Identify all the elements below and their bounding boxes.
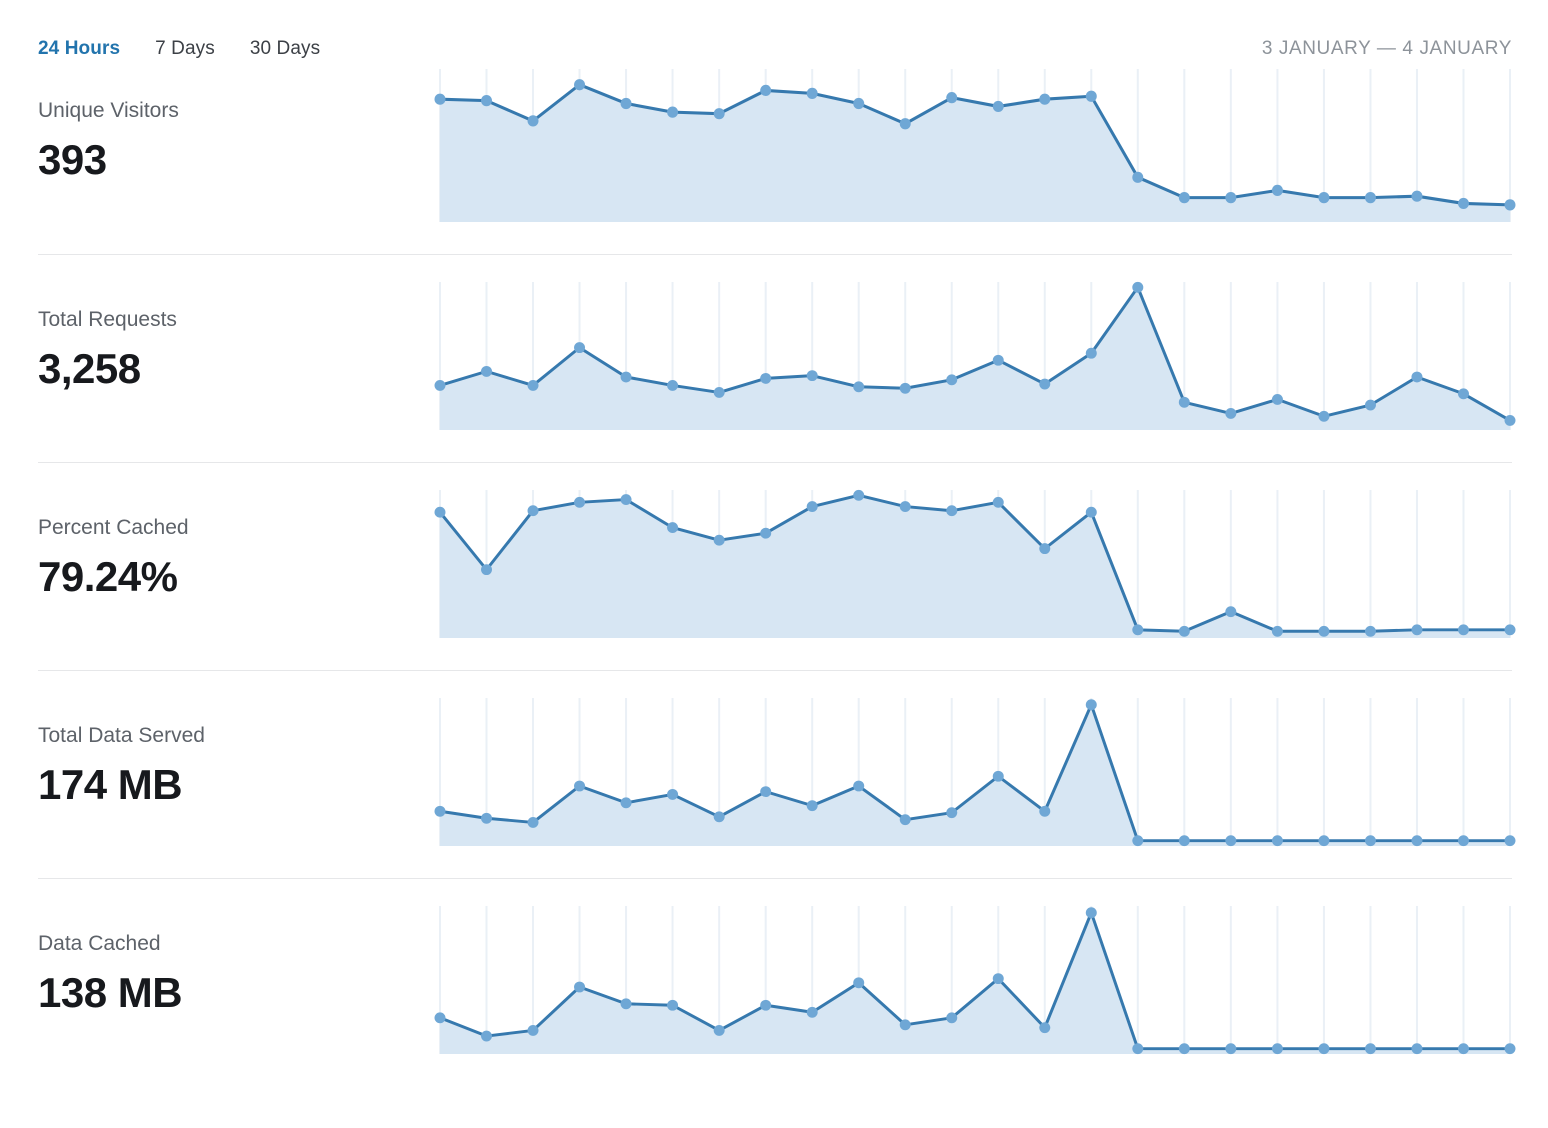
date-range-label: 3 JANUARY — 4 JANUARY	[1261, 38, 1512, 59]
metric-section-total-requests: Total Requests 3,258	[38, 254, 1516, 462]
metric-meta: Total Requests 3,258	[38, 255, 438, 462]
metric-section-unique-visitors: Unique Visitors 393	[38, 54, 1516, 254]
total-requests-sparkline-chart[interactable]	[434, 281, 1516, 430]
metric-value-unique-visitors: 393	[38, 136, 107, 183]
time-range-tabs: 24 Hours 7 Days 30 Days	[38, 38, 320, 60]
metric-label-data-cached: Data Cached	[38, 932, 161, 955]
metric-label-total-requests: Total Requests	[38, 308, 177, 331]
metric-section-percent-cached: Percent Cached 79.24%	[38, 462, 1516, 670]
metric-label-unique-visitors: Unique Visitors	[38, 99, 179, 122]
metric-value-total-data-served: 174 MB	[38, 761, 183, 808]
metric-value-data-cached: 138 MB	[38, 969, 183, 1016]
metric-section-data-cached: Data Cached 138 MB	[38, 878, 1516, 1086]
metric-value-percent-cached: 79.24%	[38, 553, 178, 600]
metric-value-total-requests: 3,258	[38, 345, 141, 392]
metric-meta: Unique Visitors 393	[38, 54, 438, 254]
metric-label-total-data-served: Total Data Served	[38, 724, 205, 747]
metric-meta: Total Data Served 174 MB	[38, 671, 438, 878]
metric-meta: Data Cached 138 MB	[38, 879, 438, 1086]
metric-meta: Percent Cached 79.24%	[38, 463, 438, 670]
data-cached-sparkline-chart[interactable]	[434, 906, 1516, 1055]
tab-7-days[interactable]: 7 Days	[155, 38, 215, 59]
percent-cached-sparkline-chart[interactable]	[434, 489, 1516, 638]
tab-30-days[interactable]: 30 Days	[249, 38, 321, 59]
unique-visitors-sparkline-chart[interactable]	[434, 69, 1516, 222]
total-data-served-sparkline-chart[interactable]	[434, 698, 1516, 847]
metric-section-total-data-served: Total Data Served 174 MB	[38, 670, 1516, 878]
tab-24-hours[interactable]: 24 Hours	[38, 38, 121, 59]
metric-label-percent-cached: Percent Cached	[38, 516, 189, 539]
header: 24 Hours 7 Days 30 Days 3 JANUARY — 4 JA…	[38, 0, 1512, 59]
